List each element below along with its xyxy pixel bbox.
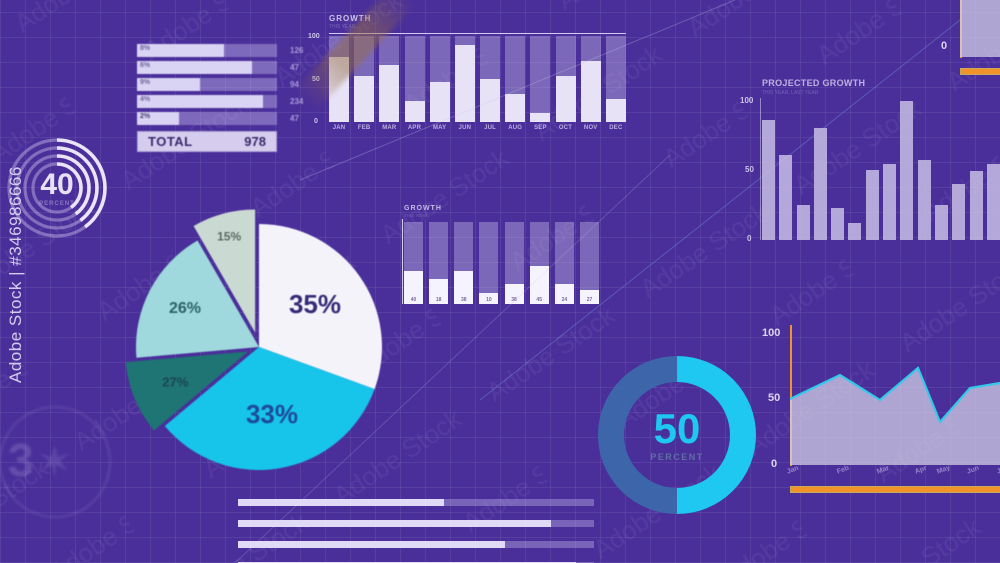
svg-text:33%: 33%: [246, 399, 298, 429]
svg-text:15%: 15%: [217, 230, 241, 244]
svg-text:27%: 27%: [162, 374, 188, 389]
svg-text:35%: 35%: [289, 289, 341, 319]
svg-text:26%: 26%: [169, 300, 201, 317]
